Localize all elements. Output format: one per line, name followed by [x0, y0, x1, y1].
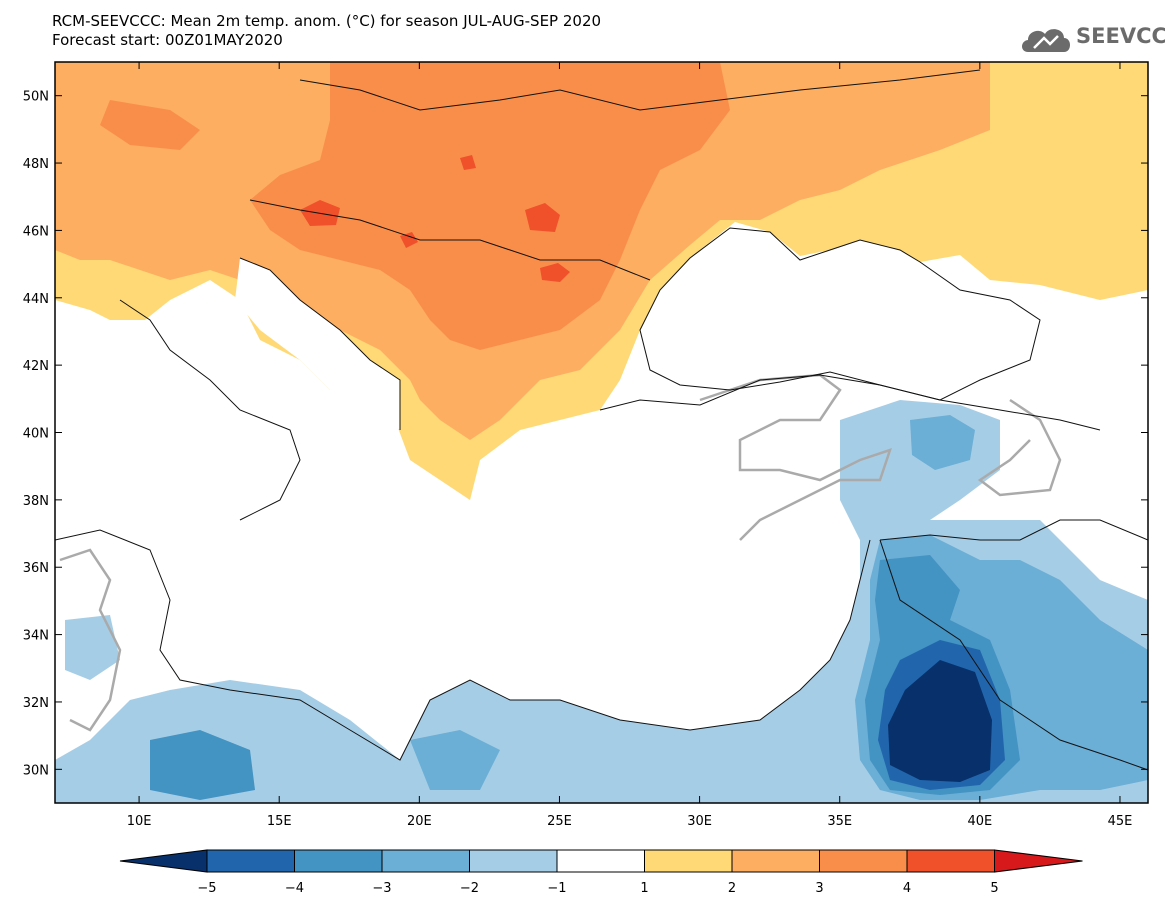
- title-line-2: Forecast start: 00Z01MAY2020: [52, 31, 283, 49]
- anomaly-4-5-spot-3: [540, 263, 570, 282]
- lon-tick-label: 35E: [827, 814, 852, 829]
- anomaly-minus2-libya: [410, 730, 500, 790]
- colorbar-segment: [381, 849, 470, 873]
- colorbar-level-label: −5: [197, 881, 216, 896]
- colorbar-level-label: −4: [285, 881, 304, 896]
- adriatic-sea: [235, 258, 400, 430]
- coastlines: [55, 69, 1148, 771]
- anomaly-below-minus5-region: [888, 660, 992, 782]
- lat-tick-label: 30N: [23, 763, 49, 778]
- title-line-1: RCM-SEEVCCC: Mean 2m temp. anom. (°C) fo…: [52, 12, 602, 30]
- colorbar-level-label: 2: [728, 881, 736, 896]
- colorbar-extend-low: [119, 849, 208, 873]
- lat-tick-label: 44N: [23, 292, 49, 307]
- anomaly-minus2-north-africa: [150, 730, 255, 800]
- map-title: RCM-SEEVCCC: Mean 2m temp. anom. (°C) fo…: [52, 12, 601, 50]
- seevccc-logo: SEEVCCC: [1018, 22, 1165, 58]
- colorbar-segment: [556, 849, 645, 873]
- lat-tick-label: 48N: [23, 157, 49, 172]
- colorbar-level-label: 5: [990, 881, 998, 896]
- colorbar-level-label: 1: [640, 881, 648, 896]
- anomaly-minus1-tunisia: [65, 615, 120, 680]
- zero-contour-east: [977, 398, 1062, 497]
- lon-tick-label: 20E: [407, 814, 432, 829]
- lat-tick-label: 36N: [23, 561, 49, 576]
- colorbar-segment: [644, 849, 733, 873]
- anomaly-4-5-spot-5: [460, 155, 476, 170]
- lon-tick-label: 15E: [267, 814, 292, 829]
- logo-text: SEEVCCC: [1076, 24, 1165, 48]
- map-field: [55, 62, 1148, 803]
- lat-tick-label: 38N: [23, 494, 49, 509]
- colorbar-level-label: 4: [903, 881, 911, 896]
- black-sea: [640, 228, 1040, 400]
- anomaly-4-5-spot-4: [400, 232, 418, 248]
- anomaly-3-4-region: [250, 62, 730, 350]
- colorbar-segment: [469, 849, 558, 873]
- lon-tick-label: 30E: [687, 814, 712, 829]
- colorbar-segment: [206, 849, 295, 873]
- colorbar-level-label: −1: [547, 881, 566, 896]
- anomaly-4-5-spot-2: [525, 203, 560, 232]
- lat-tick-label: 50N: [23, 90, 49, 105]
- lat-tick-label: 40N: [23, 427, 49, 442]
- lon-tick-label: 40E: [967, 814, 992, 829]
- longitude-axis: 10E 15E 20E 25E 30E 35E 40E 45E: [127, 62, 1133, 829]
- colorbar-segment: [731, 849, 820, 873]
- cloud-icon: [1022, 29, 1070, 52]
- lat-tick-label: 34N: [23, 629, 49, 644]
- anomaly-minus1-minus2-turkey: [910, 415, 975, 470]
- colorbar-segment: [294, 849, 383, 873]
- colorbar-level-label: −3: [372, 881, 391, 896]
- lon-tick-label: 45E: [1108, 814, 1133, 829]
- latitude-axis: 30N 32N 34N 36N 38N 40N 42N 44N 46N 48N 50N: [23, 90, 1148, 778]
- anomaly-3-4-region-west: [100, 100, 200, 150]
- zero-contour-africa: [59, 548, 122, 732]
- lon-tick-label: 10E: [127, 814, 152, 829]
- colorbar-level-label: −2: [460, 881, 479, 896]
- lat-tick-label: 42N: [23, 359, 49, 374]
- colorbar-level-label: 3: [815, 881, 823, 896]
- colorbar-segment: [906, 849, 995, 873]
- lon-tick-label: 25E: [547, 814, 572, 829]
- zero-contour-turkey: [699, 373, 892, 541]
- colorbar-extend-high: [994, 849, 1083, 873]
- lat-tick-label: 46N: [23, 224, 49, 239]
- colorbar: −5 −4 −3 −2 −1 1 2 3 4 5: [119, 849, 1083, 896]
- lat-tick-label: 32N: [23, 696, 49, 711]
- colorbar-segment: [819, 849, 908, 873]
